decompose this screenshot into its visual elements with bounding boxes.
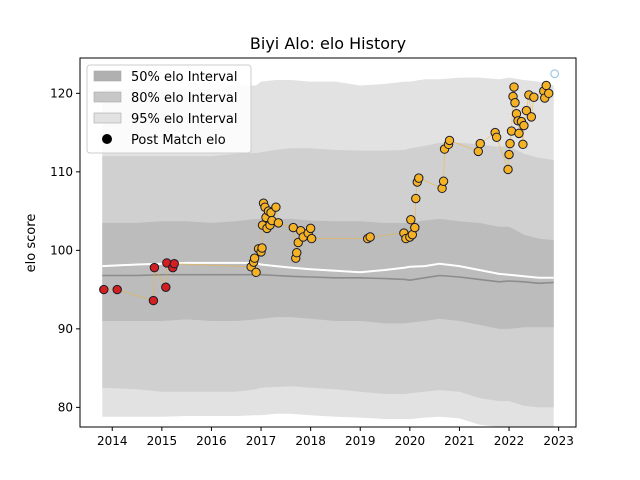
x-tick-label: 2021 bbox=[444, 434, 475, 448]
post-match-elo-point bbox=[150, 263, 158, 271]
post-match-elo-point bbox=[504, 165, 512, 173]
legend-label: 95% elo Interval bbox=[131, 112, 238, 127]
post-match-elo-point bbox=[412, 194, 420, 202]
post-match-elo-point bbox=[100, 285, 108, 293]
post-match-elo-point bbox=[542, 81, 550, 89]
legend-swatch bbox=[94, 92, 121, 102]
y-tick-label: 100 bbox=[50, 243, 73, 257]
y-tick-label: 90 bbox=[58, 322, 73, 336]
post-match-elo-point bbox=[511, 99, 519, 107]
post-match-elo-point bbox=[252, 268, 260, 276]
post-match-elo-point bbox=[527, 113, 535, 121]
post-match-elo-point bbox=[530, 93, 538, 101]
post-match-elo-point bbox=[506, 139, 514, 147]
post-match-elo-point bbox=[510, 83, 518, 91]
post-match-elo-point bbox=[149, 296, 157, 304]
post-match-elo-point bbox=[258, 244, 266, 252]
post-match-elo-point bbox=[415, 174, 423, 182]
post-match-elo-point bbox=[162, 283, 170, 291]
post-match-elo-point bbox=[274, 219, 282, 227]
x-tick-label: 2019 bbox=[345, 434, 376, 448]
post-match-elo-point bbox=[439, 177, 447, 185]
post-match-elo-point bbox=[445, 136, 453, 144]
x-tick-label: 2014 bbox=[97, 434, 128, 448]
legend-swatch bbox=[94, 113, 121, 123]
post-match-elo-point bbox=[545, 89, 553, 97]
post-match-elo-point bbox=[520, 121, 528, 129]
legend-swatch bbox=[94, 71, 121, 81]
post-match-elo-point bbox=[366, 233, 374, 241]
y-tick-label: 120 bbox=[50, 86, 73, 100]
post-match-elo-point bbox=[515, 129, 523, 137]
post-match-elo-point bbox=[293, 249, 301, 257]
x-tick-label: 2015 bbox=[147, 434, 178, 448]
post-match-elo-point bbox=[306, 224, 314, 232]
y-tick-label: 110 bbox=[50, 165, 73, 179]
post-match-elo-point bbox=[272, 203, 280, 211]
y-tick-label: 80 bbox=[58, 400, 73, 414]
x-tick-label: 2022 bbox=[494, 434, 525, 448]
post-match-elo-point bbox=[519, 140, 527, 148]
x-tick-label: 2016 bbox=[196, 434, 227, 448]
post-match-elo-point bbox=[407, 216, 415, 224]
legend-label: Post Match elo bbox=[131, 133, 226, 148]
post-match-elo-point bbox=[474, 147, 482, 155]
post-match-elo-point bbox=[113, 285, 121, 293]
post-match-elo-point bbox=[170, 259, 178, 267]
legend-label: 50% elo Interval bbox=[131, 70, 238, 85]
band-50 bbox=[102, 219, 553, 329]
x-tick-label: 2023 bbox=[543, 434, 574, 448]
legend: 50% elo Interval 80% elo Interval 95% elo … bbox=[87, 65, 251, 153]
post-match-elo-point bbox=[476, 139, 484, 147]
post-match-elo-point bbox=[307, 234, 315, 242]
post-match-elo-point bbox=[505, 150, 513, 158]
x-tick-label: 2018 bbox=[295, 434, 326, 448]
post-match-elo-point bbox=[250, 254, 258, 262]
post-match-elo-point bbox=[411, 223, 419, 231]
chart-title: Biyi Alo: elo History bbox=[250, 34, 406, 53]
x-tick-label: 2017 bbox=[246, 434, 277, 448]
y-axis-label: elo score bbox=[24, 214, 39, 273]
x-tick-label: 2020 bbox=[395, 434, 426, 448]
post-match-elo-point bbox=[492, 133, 500, 141]
legend-marker bbox=[102, 134, 112, 144]
legend-label: 80% elo Interval bbox=[131, 91, 238, 106]
